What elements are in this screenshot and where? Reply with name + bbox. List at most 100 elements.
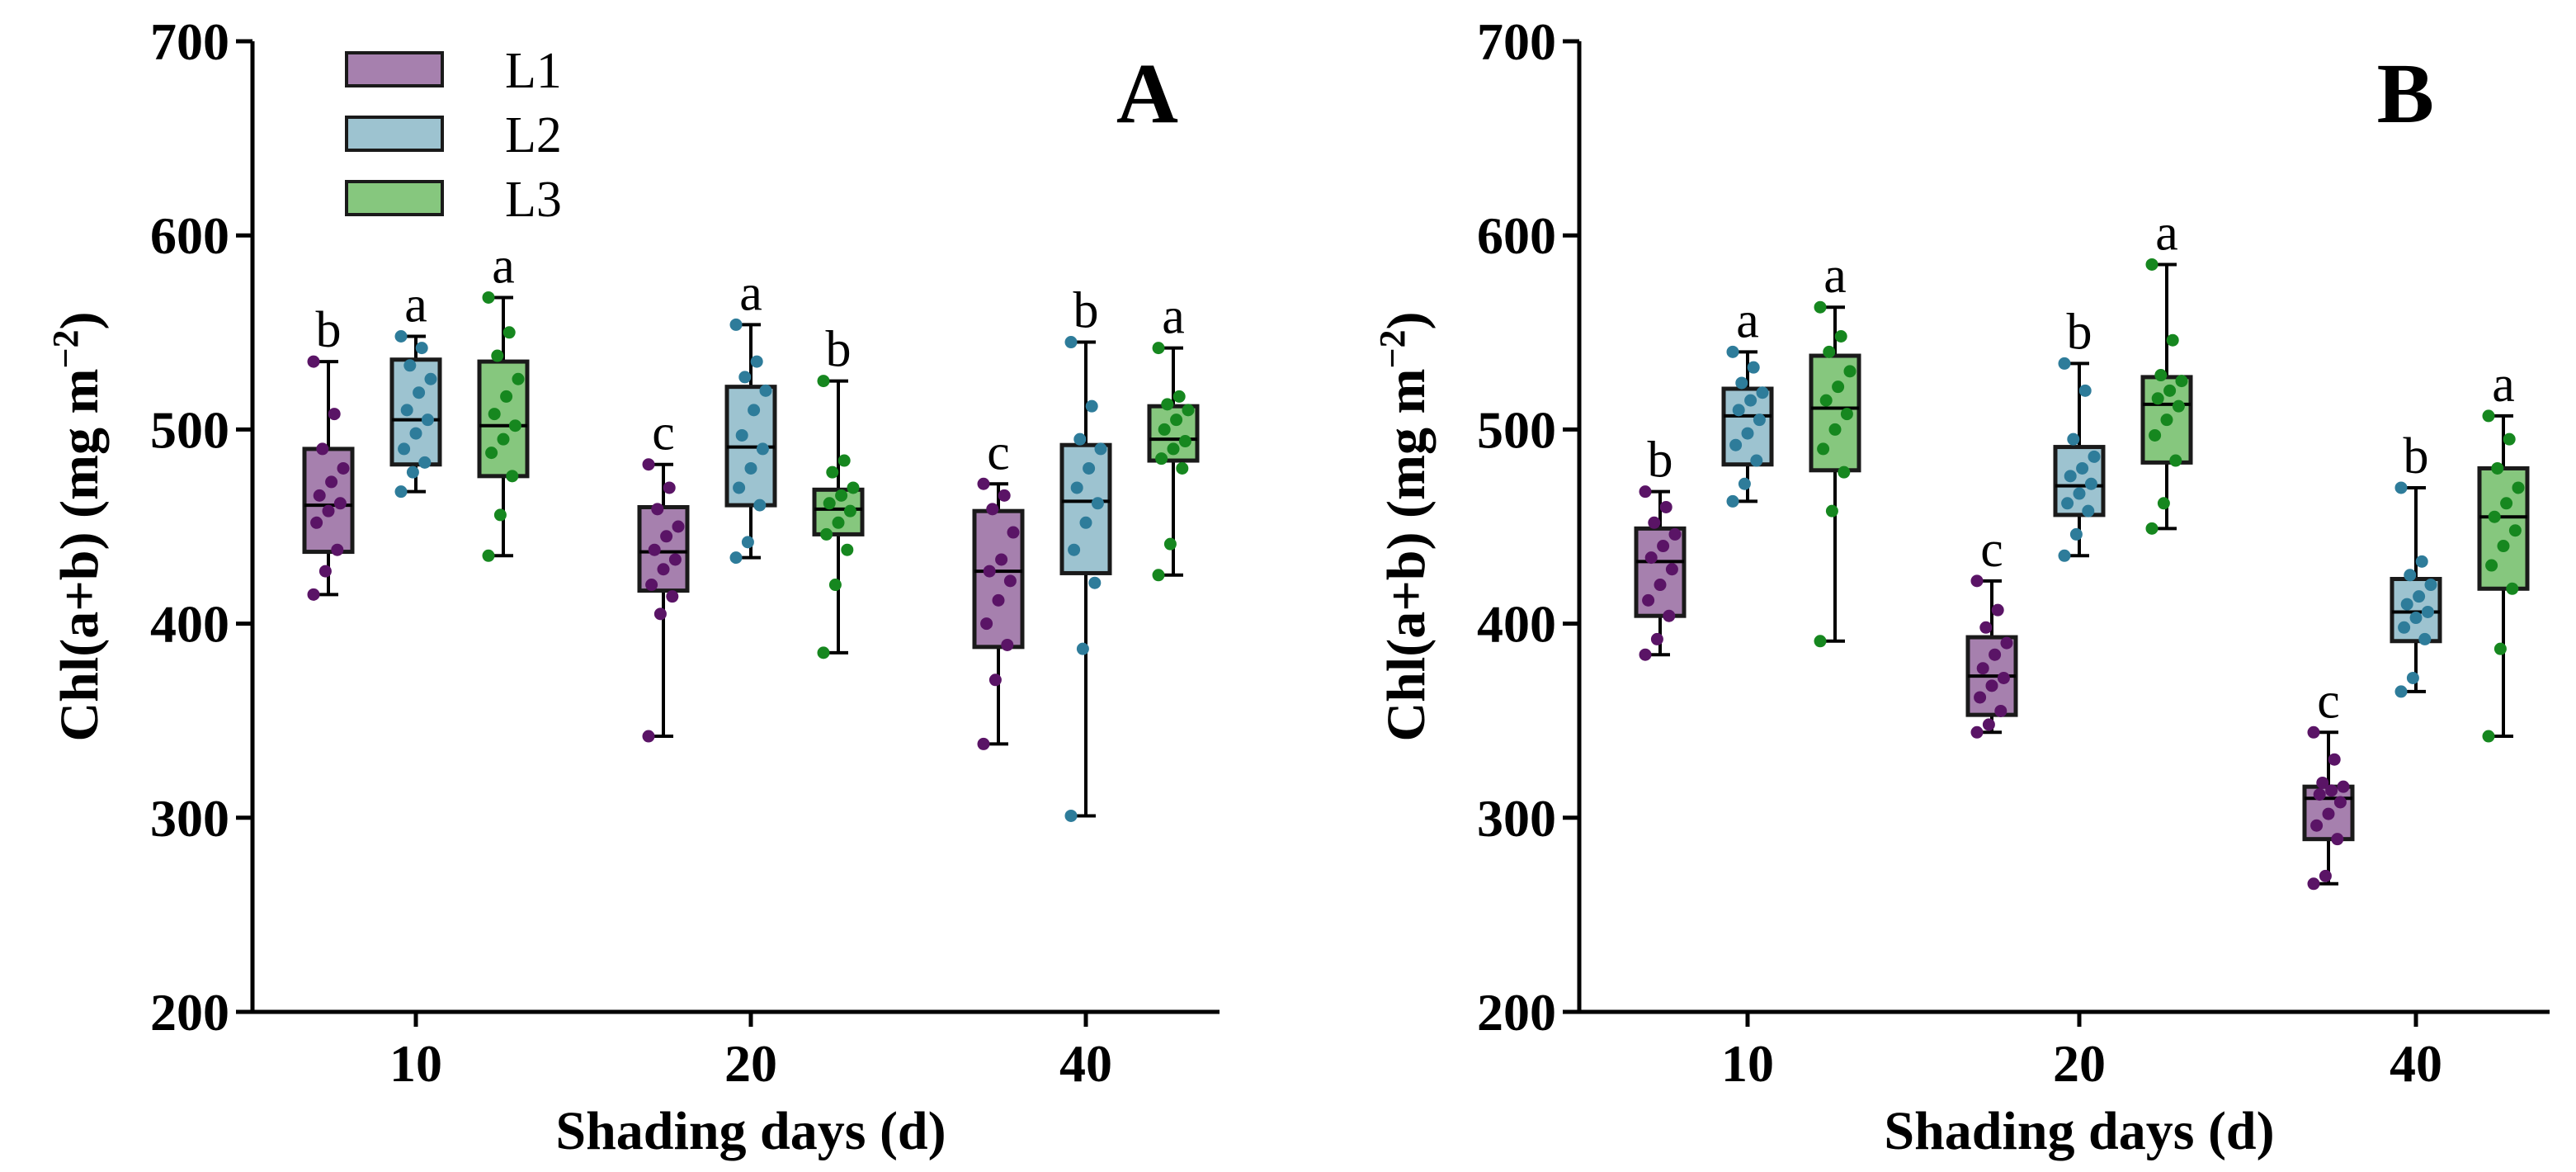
panel-a-l3-20-point <box>828 579 842 592</box>
panel-b-l1-10-point <box>1642 593 1655 607</box>
panel-b-l1-20-point <box>1982 718 1995 731</box>
panel-b-l1-20-sig-letter: c <box>1980 522 2003 578</box>
panel-a-y-title: Chl(a+b) (mg m−2) <box>45 312 111 742</box>
panel-b-l1-20-point <box>2000 636 2013 650</box>
panel-b-l3-40-point <box>2512 481 2525 494</box>
panel-a-l3-40-point <box>1172 390 1186 403</box>
panel-b-l2-20-sig-letter: b <box>2067 304 2092 360</box>
panel-b-l3-20-point <box>2175 375 2188 388</box>
panel-a-l2-10-point <box>421 414 434 427</box>
panel-a-l3-40-point <box>1178 435 1191 448</box>
panel-a-l1-20-sig-letter: c <box>652 405 675 461</box>
panel-b-l3-40-point <box>2508 524 2522 537</box>
panel-a-l1-40-point <box>988 673 1002 687</box>
panel-a-l1-10-point <box>307 355 320 368</box>
panel-a-l1-10-point <box>325 475 338 489</box>
panel-a-x-ticks: 10 20 40 <box>389 1012 1112 1093</box>
panel-b-l2-40-sig-letter: b <box>2404 428 2429 484</box>
panel-b-l3-40-box-group: a <box>2477 357 2530 743</box>
legend-item-l3: L3 <box>345 172 562 228</box>
panel-a-x-tick-label-20: 20 <box>724 1034 777 1093</box>
panel-b-l1-40-sig-letter: c <box>2317 673 2340 729</box>
panel-a-x-tick-label-10: 10 <box>389 1034 442 1093</box>
panel-b-l3-20-point <box>2160 414 2173 427</box>
panel-b-l1-10-point <box>1665 563 1678 576</box>
panel-b-l1-40-point <box>2316 776 2329 789</box>
panel-b-l3-10-point <box>1823 345 1836 358</box>
panel-a-l2-10-point <box>418 456 432 469</box>
panel-a-l3-40-point <box>1152 569 1165 582</box>
panel-a-l3-20-point <box>841 543 854 556</box>
panel-a-l2-40-point <box>1088 576 1102 589</box>
panel-a-l1-10-point <box>316 442 329 456</box>
panel-a-x-tick-label-40: 40 <box>1059 1034 1112 1093</box>
panel-a-y-title-sup: −2 <box>45 329 86 368</box>
panel-a-l2-10-sig-letter: a <box>404 277 427 333</box>
panel-a-l3-10-point <box>482 291 495 304</box>
panel-a-l3-10-point <box>493 508 507 522</box>
panel-a-l3-40-point <box>1170 414 1183 427</box>
panel-a-l1-40-point <box>983 565 996 578</box>
panel-b-l3-40-point <box>2488 510 2501 523</box>
panel-a-l1-20-point <box>668 553 682 566</box>
panel-b-l3-20-point <box>2149 428 2162 442</box>
panel-a-l3-40-point <box>1158 423 1171 436</box>
panel-b-l1-20-point <box>1997 671 2010 684</box>
panel-a-l3-10-point <box>502 326 516 339</box>
panel-a-x-title: Shading days (d) <box>555 1101 946 1161</box>
panel-a-l2-10-point <box>424 372 437 385</box>
legend-label-l2: L2 <box>505 107 562 163</box>
panel-a-boxes: b c c a a b a b a <box>302 238 1200 822</box>
panel-b-l2-40-point <box>2415 555 2428 568</box>
panel-b-l2-10-point <box>1744 394 1757 407</box>
panel-b-l3-10-point <box>1814 300 1827 314</box>
panel-a-l2-20-point <box>748 404 761 417</box>
panel-a-l3-40-point <box>1161 398 1174 411</box>
panel-b-l3-10-point <box>1814 635 1827 648</box>
panel-a-l1-20-point <box>653 607 667 621</box>
panel-b-letter: B <box>2377 46 2434 141</box>
panel-b-l1-40-point <box>2313 788 2326 801</box>
panel-a-l3-10-sig-letter: a <box>492 238 515 294</box>
panel-a-l2-20-point <box>759 384 772 397</box>
panel-b-l1-40-point <box>2319 869 2332 882</box>
panel-a-l3-20-point <box>823 497 836 510</box>
panel-a-l3-40-point <box>1167 442 1180 456</box>
panel-a-l1-20-box <box>637 504 690 593</box>
panel-b-l1-10-point <box>1657 540 1670 553</box>
panel-b-l3-10-point <box>1828 423 1842 436</box>
panel-b-l3-20-point <box>2145 258 2158 271</box>
panel-a-l3-20-point <box>817 375 830 388</box>
panel-b-l3-20-box-group: a <box>2140 205 2193 535</box>
panel-b-l3-10-point <box>1825 504 1838 517</box>
panel-a-l3-20-point <box>820 527 833 541</box>
panel-b-l1-10-point <box>1650 632 1663 645</box>
panel-a-l1-40-point <box>986 503 999 516</box>
panel-a-l2-10-point <box>394 330 408 343</box>
panel-a-l1-10-point <box>331 543 344 556</box>
legend-swatch-l1 <box>345 51 444 87</box>
panel-b-l3-40-point <box>2491 461 2504 475</box>
panel-b-l2-40-point <box>2394 481 2408 494</box>
panel-b-l2-40-point <box>2394 685 2408 698</box>
panel-a-l3-40-point <box>1152 342 1165 355</box>
panel-b-l3-10-point <box>1840 408 1853 421</box>
panel-b-l2-10-point <box>1741 427 1754 440</box>
panel-a-l1-20-point <box>651 503 664 516</box>
panel-a-l3-40-point <box>1155 452 1168 465</box>
panel-b-l1-10-point <box>1648 516 1661 529</box>
panel-a-l2-20-point <box>729 551 743 565</box>
panel-b-l3-10-point <box>1832 380 1845 394</box>
panel-b-y-tick-label-500: 500 <box>1477 400 1556 459</box>
legend-swatch-l3 <box>345 180 444 216</box>
panel-a-l3-40-point <box>1163 537 1177 551</box>
panel-a-l3-10-point <box>491 349 504 362</box>
panel-a-l2-40-point <box>1073 432 1087 446</box>
panel-b-l2-40-point <box>2418 632 2432 645</box>
panel-b-l1-20-point <box>1974 691 1987 704</box>
panel-a-l2-40-point <box>1083 461 1096 475</box>
panel-a-l2-10-point <box>413 386 426 399</box>
panel-b-l1-40-point <box>2322 807 2335 820</box>
panel-b-l2-10-point <box>1750 454 1763 467</box>
panel-b-l1-40-point <box>2325 784 2338 797</box>
